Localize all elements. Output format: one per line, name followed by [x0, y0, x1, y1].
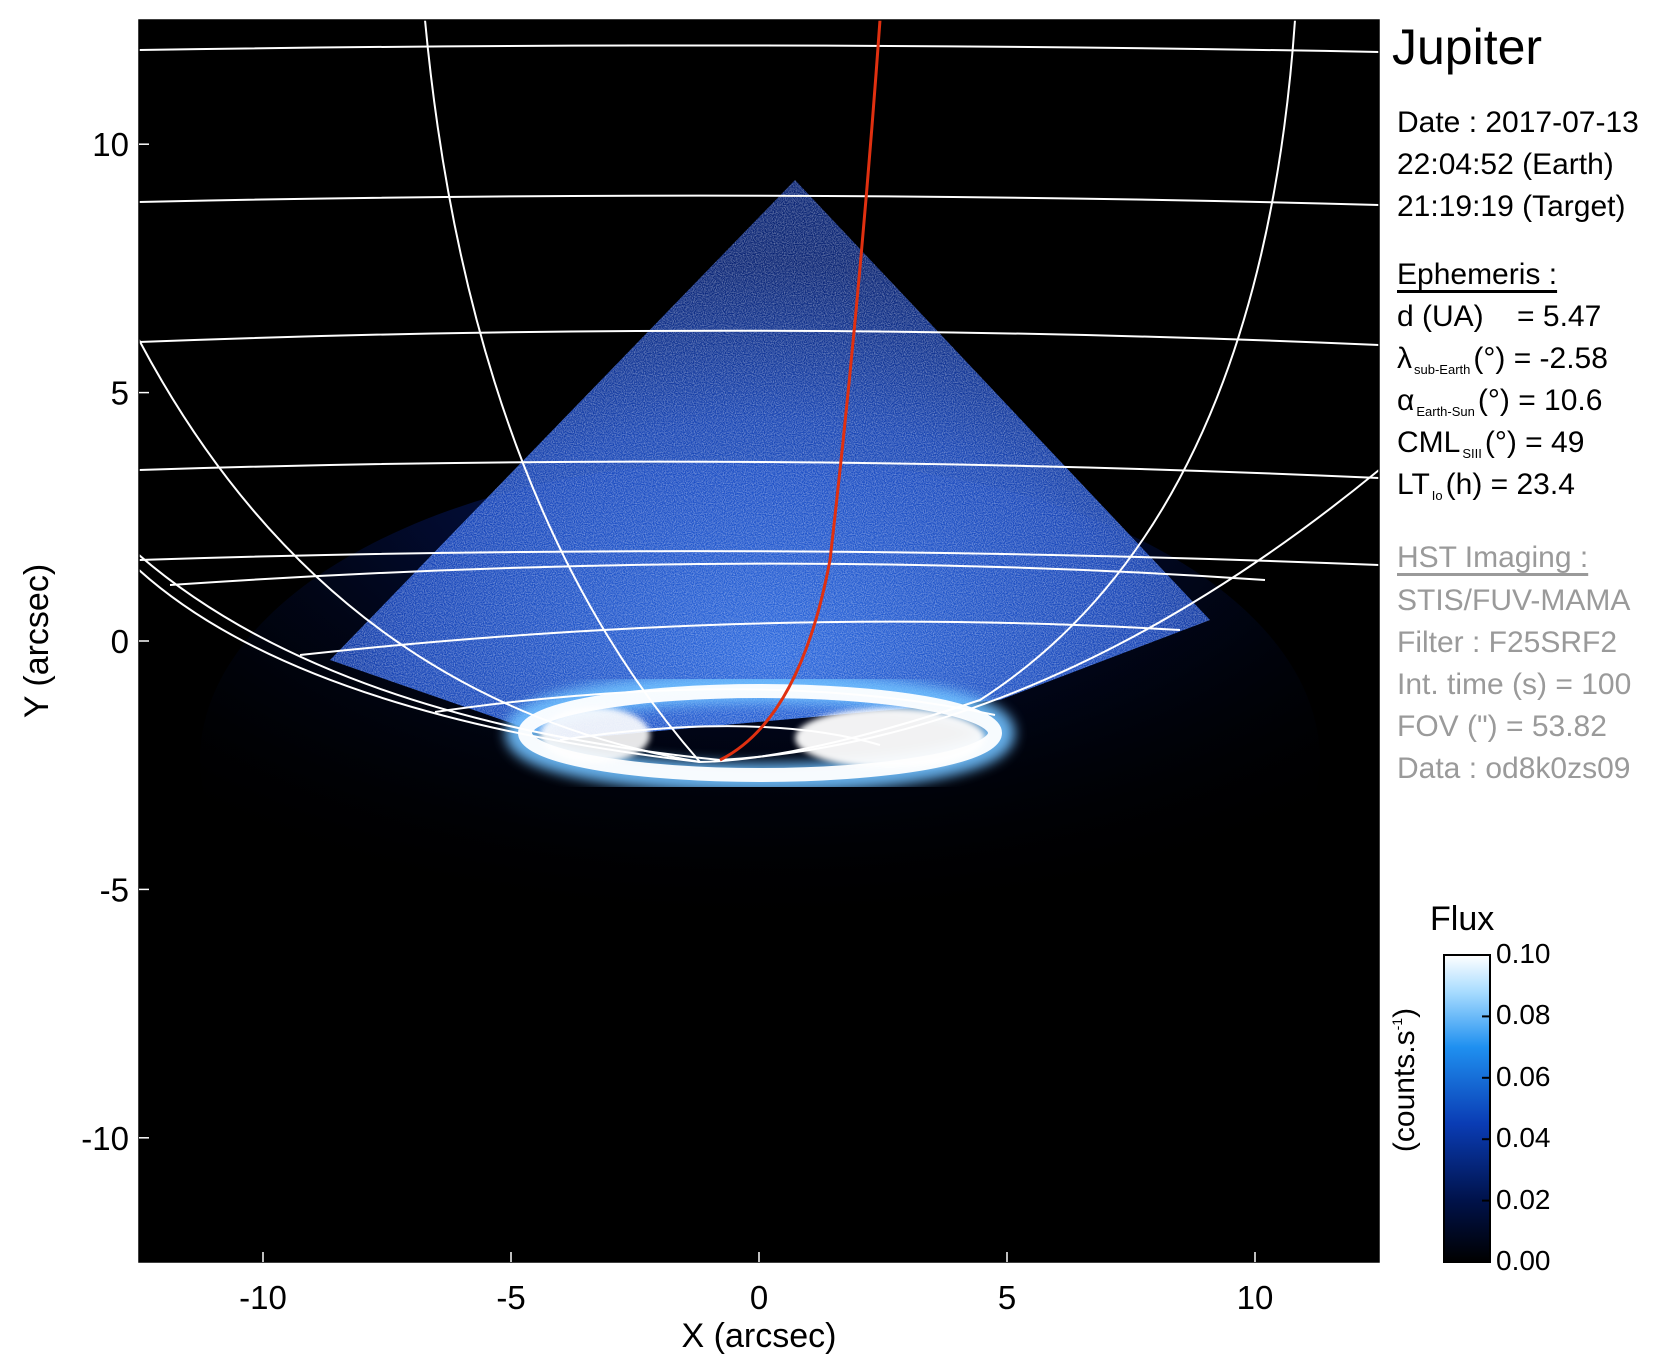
latitude-symbol: λ	[1397, 342, 1412, 375]
target-time: 21:19:19 (Target)	[1397, 190, 1626, 223]
cml-value: (°) = 49	[1484, 426, 1585, 459]
ephemeris-phase-angle: α Earth-Sun (°) = 10.6	[1397, 380, 1602, 427]
colorbar-tick-label: 0.02	[1496, 1183, 1551, 1215]
colorbar-tick-label: 0.04	[1496, 1122, 1551, 1154]
unit-prefix: (counts.s	[1388, 1030, 1421, 1153]
lt-value: (h) = 23.4	[1445, 468, 1575, 501]
distance-value: = 5.47	[1517, 300, 1602, 333]
cml-label: CML	[1397, 426, 1461, 459]
x-axis: -10 -5 0 5 10	[239, 1252, 1273, 1316]
x-tick-label: 10	[1237, 1279, 1274, 1316]
latitude-sub: sub-Earth	[1414, 362, 1471, 377]
x-axis-label: X (arcsec)	[682, 1317, 837, 1355]
colorbar-ticks	[1482, 954, 1490, 1263]
phase-symbol: α	[1397, 384, 1415, 417]
x-tick-label: 5	[998, 1279, 1016, 1316]
ephemeris-cml: CML SIII (°) = 49	[1397, 422, 1584, 469]
distance-label: d (UA)	[1397, 300, 1484, 333]
unit-suffix: )	[1388, 1007, 1421, 1018]
phase-value: (°) = 10.6	[1477, 384, 1603, 417]
x-tick-label: 0	[750, 1279, 768, 1316]
latitude-value: (°) = -2.58	[1473, 342, 1608, 375]
io-footpath	[719, 20, 882, 762]
image-panel	[139, 20, 1379, 1262]
y-tick-label: 5	[111, 375, 129, 412]
y-tick-label: 0	[111, 623, 129, 660]
y-axis: 10 5 0 -5 -10	[81, 126, 149, 1157]
date-text: Date : 2017-07-13	[1397, 106, 1639, 139]
colorbar-tick-label: 0.06	[1496, 1060, 1551, 1092]
planet-title: Jupiter	[1392, 19, 1543, 75]
y-tick-label: -5	[100, 871, 129, 908]
imaging-data-id: Data : od8k0zs09	[1397, 752, 1631, 785]
y-tick-label: -10	[81, 1120, 129, 1157]
imaging-header: HST Imaging :	[1397, 541, 1589, 574]
phase-sub: Earth-Sun	[1416, 404, 1475, 419]
colorbar-title: Flux	[1430, 900, 1495, 938]
lt-label: LT	[1397, 468, 1430, 501]
y-tick-label: 10	[92, 126, 129, 163]
cml-sub: SIII	[1462, 446, 1482, 461]
colorbar-tick-label: 0.00	[1496, 1245, 1551, 1276]
ephemeris-latitude: λ sub-Earth (°) = -2.58	[1397, 338, 1608, 385]
planet-grid	[139, 20, 1379, 763]
x-tick-label: -5	[496, 1279, 525, 1316]
ephemeris-lt: LT Io (h) = 23.4	[1397, 464, 1575, 511]
ephemeris-distance: d (UA) = 5.47	[1397, 296, 1601, 338]
x-tick-label: -10	[239, 1279, 287, 1316]
colorbar	[1443, 954, 1491, 1263]
lt-sub: Io	[1431, 488, 1443, 503]
imaging-fov: FOV (") = 53.82	[1397, 710, 1607, 743]
colorbar-tick-label: 0.08	[1496, 999, 1551, 1031]
imaging-int-time: Int. time (s) = 100	[1397, 668, 1632, 701]
earth-time: 22:04:52 (Earth)	[1397, 148, 1614, 181]
colorbar-tick-label: 0.10	[1496, 938, 1551, 969]
colorbar-unit: (counts.s-1)	[1388, 1008, 1422, 1152]
unit-sup: -1	[1389, 1017, 1405, 1031]
imaging-instrument: STIS/FUV-MAMA	[1397, 584, 1631, 617]
emission-noise	[330, 180, 1210, 740]
y-axis-label: Y (arcsec)	[18, 564, 56, 718]
imaging-filter: Filter : F25SRF2	[1397, 626, 1618, 659]
ephemeris-header: Ephemeris :	[1397, 258, 1558, 291]
